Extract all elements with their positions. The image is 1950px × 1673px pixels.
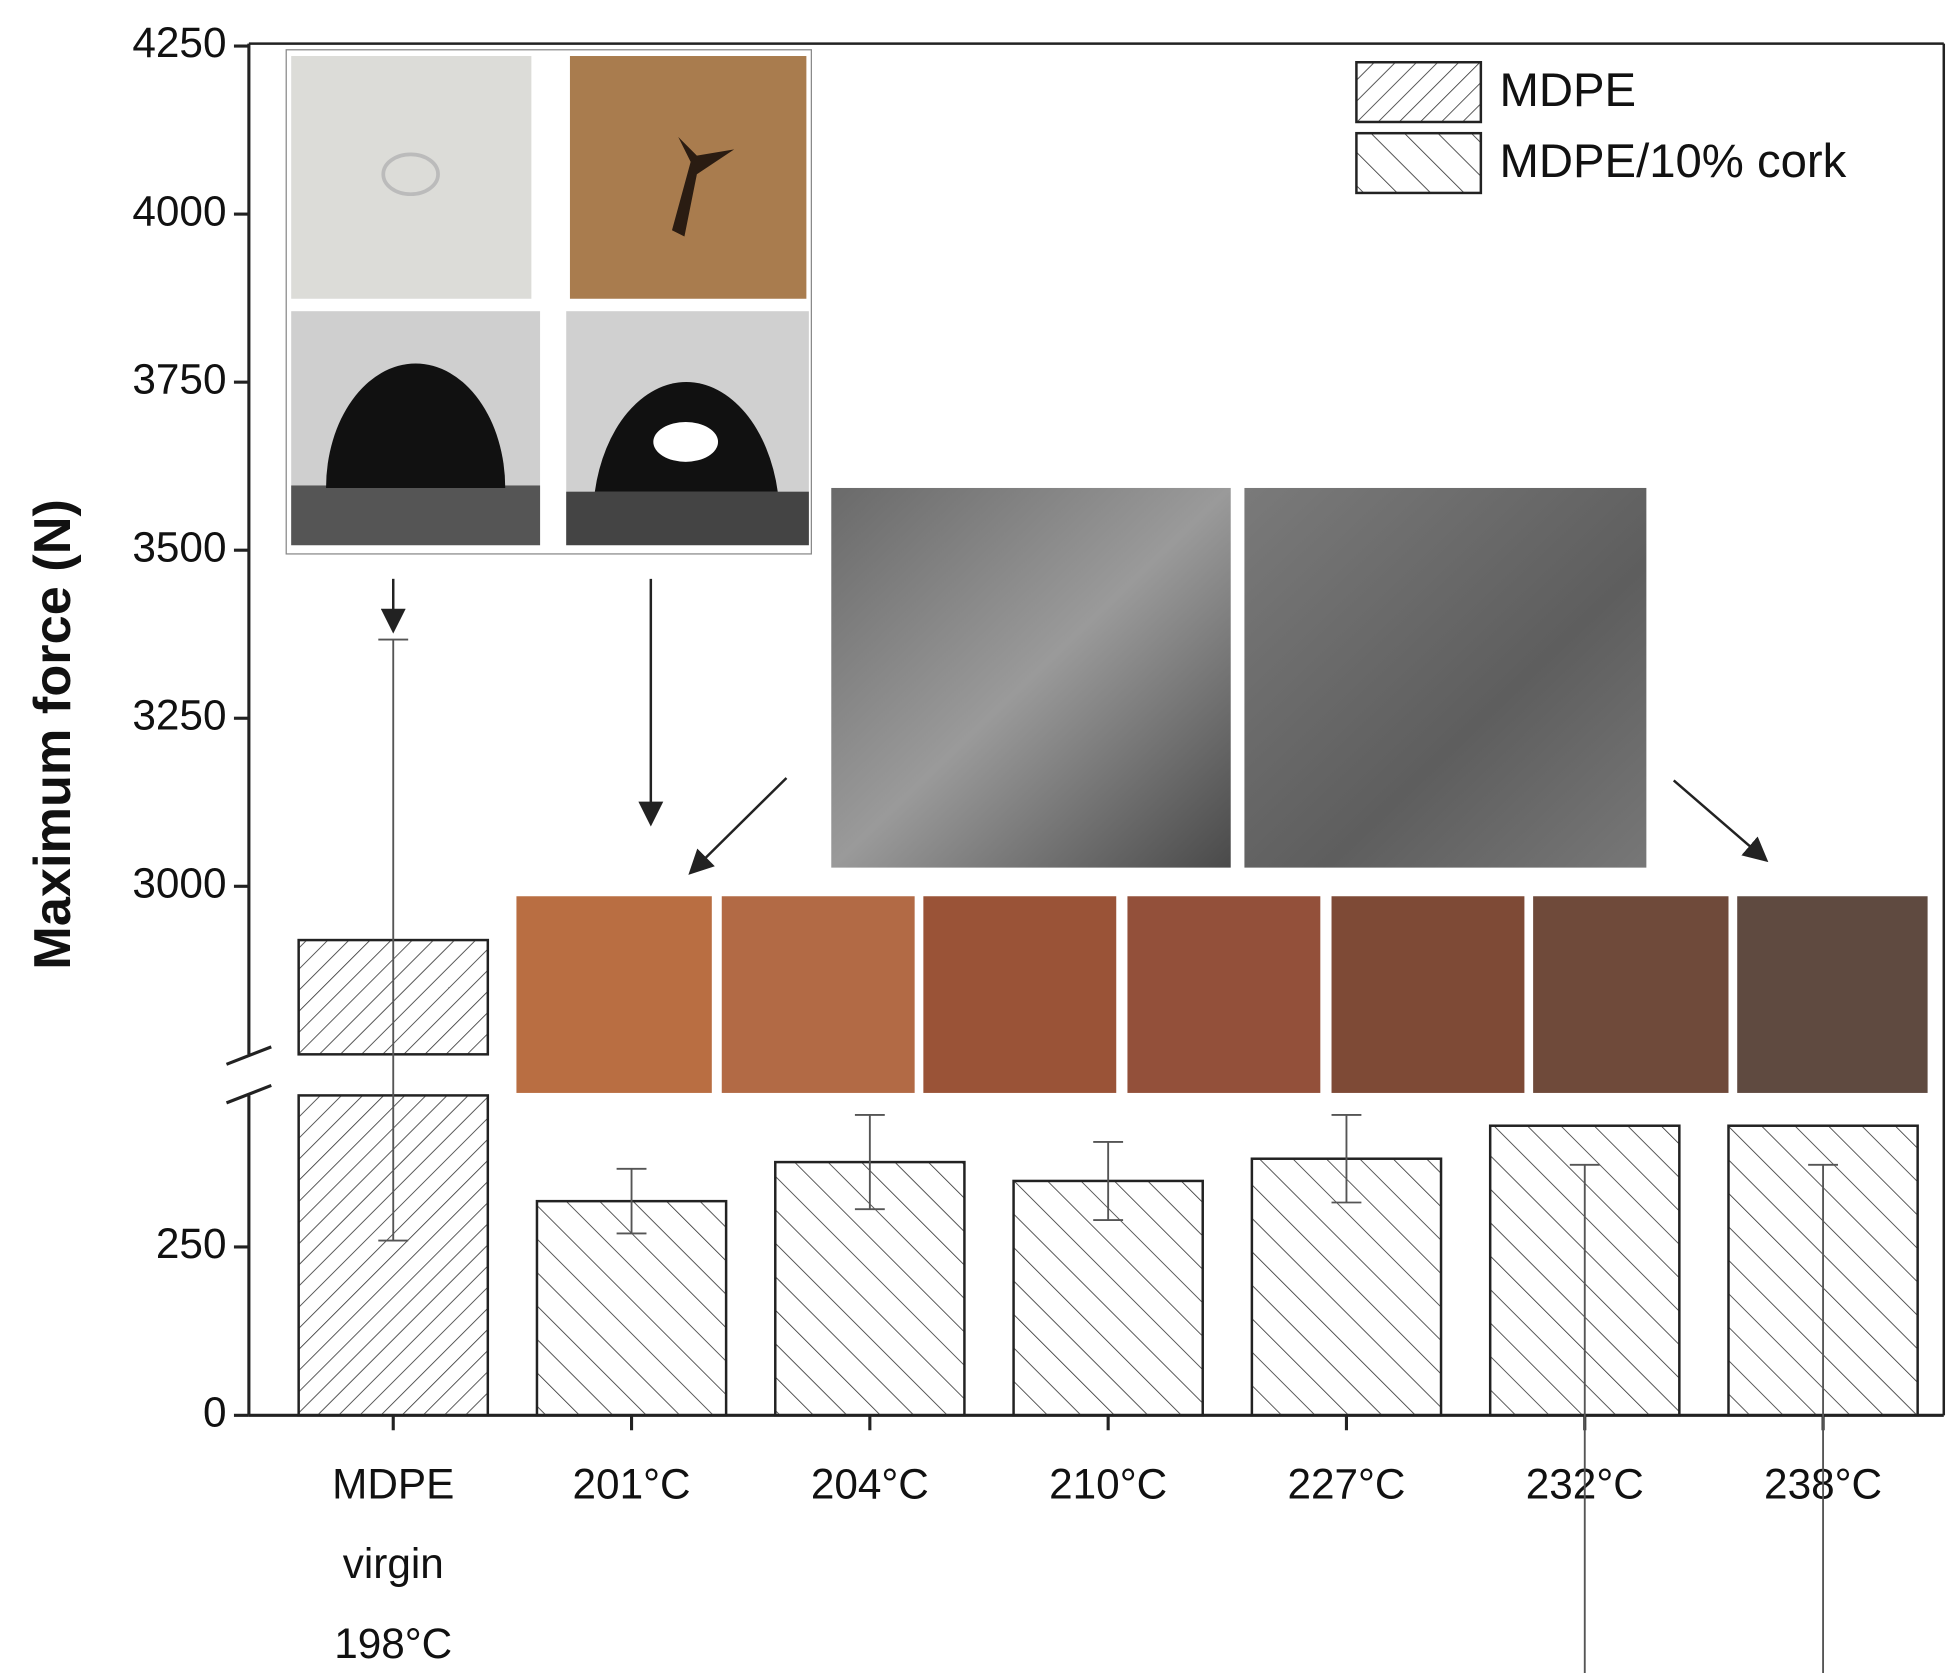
axis-break (225, 1084, 272, 1105)
x-tick-label: 210°C (1049, 1461, 1167, 1508)
y-tick-label: 3250 (132, 691, 226, 738)
axis-break (225, 1045, 272, 1066)
y-tick-label: 3750 (132, 355, 226, 402)
photo-insets (285, 49, 1928, 1093)
y-tick-label: 4000 (132, 187, 226, 234)
x-tick-label: 201°C (573, 1461, 691, 1508)
y-tick-label: 0 (203, 1388, 227, 1435)
x-tick-label: MDPE virgin 198°C (332, 1461, 454, 1667)
y-tick-label: 3000 (132, 859, 226, 906)
y-tick-label: 3500 (132, 523, 226, 570)
legend-swatch (1355, 60, 1483, 124)
x-tick-label: 227°C (1287, 1461, 1405, 1508)
x-tick-label: 204°C (811, 1461, 929, 1508)
legend-label: MDPE/10% cork (1500, 135, 1847, 188)
y-tick-label: 250 (156, 1220, 227, 1267)
legend-swatch (1355, 131, 1483, 195)
y-axis-title: Maximum force (N) (24, 499, 82, 970)
legend-label: MDPE (1500, 64, 1637, 117)
y-tick-label: 4250 (132, 19, 226, 66)
